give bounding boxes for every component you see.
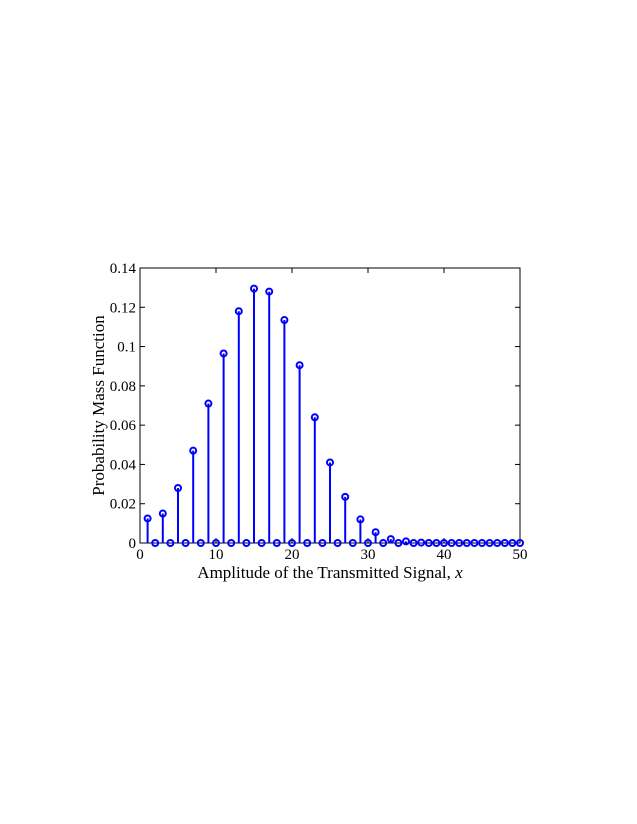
stem-marker xyxy=(166,539,175,547)
stem-marker xyxy=(219,349,228,358)
stem-marker xyxy=(455,539,464,547)
stem-marker xyxy=(470,539,479,547)
stem-marker xyxy=(242,539,251,547)
y-tick-label: 0.02 xyxy=(110,497,136,513)
stem-marker xyxy=(158,509,167,518)
stem-marker xyxy=(364,539,372,547)
stem-marker xyxy=(303,539,312,547)
x-tick-label: 50 xyxy=(513,547,528,563)
stem-marker xyxy=(424,539,433,547)
stem-marker xyxy=(333,539,342,547)
stem-marker xyxy=(379,539,388,547)
y-tick-label: 0.14 xyxy=(110,261,137,277)
stem-marker xyxy=(318,539,327,547)
stem-marker xyxy=(189,446,198,455)
stem-marker xyxy=(462,539,471,547)
stem-marker xyxy=(181,539,190,547)
stem-marker xyxy=(272,539,281,547)
stem-marker xyxy=(143,514,152,523)
y-tick-label: 0.06 xyxy=(110,418,137,434)
stem-marker xyxy=(417,538,426,547)
data-stems xyxy=(143,284,524,547)
x-tick-label: 30 xyxy=(361,547,376,563)
stem-marker xyxy=(432,539,441,547)
y-tick-label: 0 xyxy=(129,536,137,552)
stem-marker xyxy=(257,539,266,547)
stem-marker xyxy=(288,539,296,547)
y-tick-label: 0.08 xyxy=(110,379,136,395)
stem-marker xyxy=(212,539,220,547)
stem-marker xyxy=(409,539,418,547)
x-tick-label: 20 xyxy=(285,547,300,563)
y-axis-ticks: 0 0.02 0.04 0.06 0.08 0.1 0.12 0.14 xyxy=(110,261,520,552)
stem-marker xyxy=(516,539,524,547)
stem-marker xyxy=(371,528,380,537)
y-tick-label: 0.12 xyxy=(110,300,136,316)
y-tick-label: 0.04 xyxy=(110,457,137,473)
stem-marker xyxy=(295,361,304,370)
stem-marker xyxy=(151,539,160,547)
stem-marker xyxy=(234,307,243,316)
stem-marker xyxy=(265,287,274,296)
stem-marker xyxy=(341,492,350,501)
x-axis-label: Amplitude of the Transmitted Signal, x xyxy=(197,563,463,582)
stem-marker xyxy=(356,515,365,524)
stem-marker xyxy=(447,539,456,547)
stem-marker xyxy=(348,539,357,547)
stem-marker xyxy=(402,537,410,546)
y-axis-label: Probability Mass Function xyxy=(89,315,108,496)
stem-marker xyxy=(280,316,289,325)
x-tick-label: 10 xyxy=(209,547,224,563)
x-axis-ticks: 0 10 20 30 40 50 xyxy=(136,268,528,563)
stem-marker xyxy=(227,539,236,547)
y-tick-label: 0.1 xyxy=(117,340,136,356)
stem-marker xyxy=(250,284,258,293)
stem-marker xyxy=(326,458,334,467)
stem-marker xyxy=(478,539,486,547)
stem-marker xyxy=(310,413,319,422)
stem-marker xyxy=(500,539,509,547)
stem-marker xyxy=(204,399,213,408)
stem-marker xyxy=(485,539,494,547)
stem-marker xyxy=(394,539,403,547)
stem-marker xyxy=(386,535,395,544)
stem-marker xyxy=(174,484,182,492)
stem-marker xyxy=(493,539,502,547)
x-tick-label: 40 xyxy=(437,547,452,563)
stem-marker xyxy=(440,539,448,547)
x-tick-label: 0 xyxy=(136,547,144,563)
stem-marker xyxy=(508,539,517,547)
stem-marker xyxy=(196,539,205,547)
